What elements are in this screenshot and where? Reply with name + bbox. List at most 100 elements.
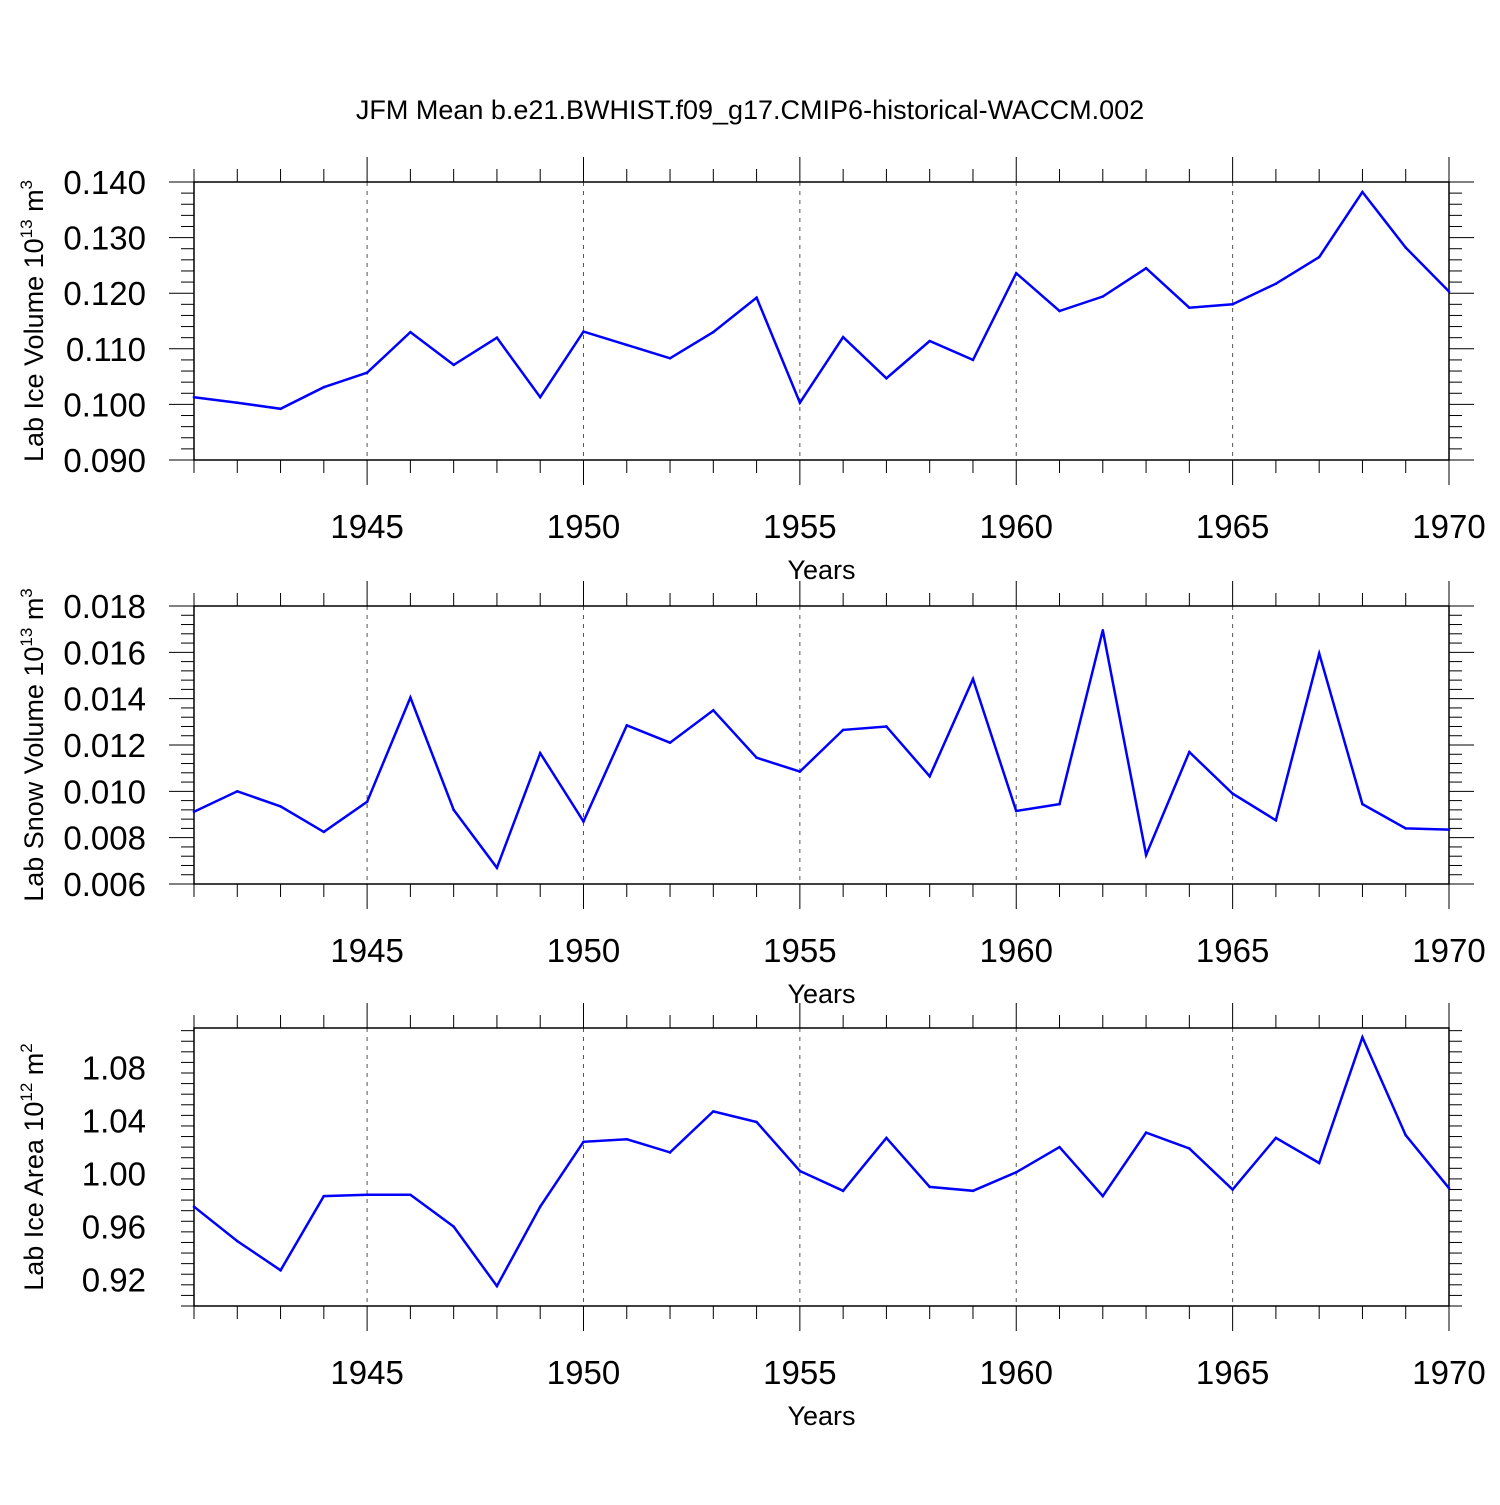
- data-point: [582, 820, 585, 823]
- data-point: [841, 1189, 845, 1193]
- data-point: [755, 756, 758, 760]
- data-point: [409, 330, 412, 334]
- data-point: [841, 335, 845, 339]
- data-point: [712, 330, 715, 334]
- data-point: [668, 1151, 672, 1154]
- data-point: [279, 407, 282, 411]
- y-tick-label: 1.04: [82, 1103, 146, 1140]
- data-point: [1404, 1133, 1408, 1137]
- data-point: [538, 751, 542, 755]
- data-point: [365, 1193, 369, 1197]
- data-point: [841, 728, 845, 732]
- x-tick-label: 1970: [1412, 932, 1485, 969]
- data-point: [1144, 266, 1148, 270]
- y-tick-label: 0.006: [63, 866, 146, 903]
- data-point: [755, 1120, 758, 1124]
- data-point: [625, 1137, 629, 1141]
- plot-frame: [193, 181, 1450, 461]
- y-axis-label-part: Lab Snow Volume 10: [19, 647, 49, 902]
- y-axis-label-superscript: 3: [17, 588, 36, 597]
- data-point: [1447, 828, 1451, 831]
- panel-1: 1945 1950 1955 1960 1965 1970 Years 0.090 0.100 0…: [17, 157, 1486, 585]
- data-point: [1144, 853, 1148, 857]
- x-tick-label: 1945: [330, 1354, 403, 1391]
- data-point: [885, 725, 888, 728]
- data-point: [755, 296, 758, 299]
- data-point: [495, 866, 499, 870]
- y-tick-label: 1.08: [82, 1050, 146, 1087]
- data-point: [1317, 255, 1321, 259]
- data-point: [928, 339, 931, 343]
- data-point: [582, 1140, 585, 1144]
- data-point: [1447, 1186, 1451, 1190]
- x-tick-label: 1945: [330, 932, 403, 969]
- y-axis-label: Lab Snow Volume 1013 m3: [17, 588, 49, 902]
- data-point: [1361, 802, 1364, 806]
- x-tick-label: 1960: [980, 1354, 1053, 1391]
- data-point: [365, 371, 369, 375]
- x-tick-label: 1970: [1412, 1354, 1485, 1391]
- y-axis-label-part: Lab Ice Area 10: [19, 1102, 49, 1291]
- data-point: [279, 1268, 282, 1272]
- data-point: [1361, 190, 1364, 194]
- x-axis-label: Years: [787, 555, 855, 585]
- y-axis-label: Lab Ice Area 1012 m2: [17, 1043, 49, 1291]
- data-point: [409, 1193, 412, 1197]
- data-point: [235, 1239, 239, 1243]
- data-point: [279, 805, 282, 808]
- data-point: [538, 395, 542, 399]
- data-point: [1014, 809, 1018, 813]
- x-tick-label: 1950: [547, 508, 620, 545]
- data-point: [1058, 802, 1061, 806]
- x-tick-label: 1955: [763, 932, 836, 969]
- y-tick-label: 0.110: [66, 331, 146, 368]
- data-point: [928, 1185, 931, 1189]
- y-axis-label-part: m: [19, 598, 49, 628]
- x-tick-label: 1955: [763, 1354, 836, 1391]
- y-axis-label-superscript: 13: [17, 219, 36, 238]
- series-line: [193, 629, 1450, 871]
- data-point: [235, 790, 239, 793]
- data-point: [495, 1284, 499, 1288]
- data-point: [1447, 290, 1451, 293]
- data-point: [365, 800, 369, 804]
- x-tick-label: 1955: [763, 508, 836, 545]
- data-point: [1014, 1170, 1018, 1174]
- plot-frame: [193, 605, 1450, 885]
- y-tick-label: 0.130: [63, 220, 146, 257]
- y-axis-label-superscript: 2: [17, 1043, 36, 1052]
- data-point: [192, 395, 196, 399]
- data-point: [1144, 1131, 1148, 1134]
- data-point: [798, 401, 802, 405]
- data-point: [1274, 1136, 1278, 1140]
- y-tick-label: 0.012: [63, 727, 146, 764]
- data-point: [1101, 629, 1105, 632]
- data-point: [1188, 750, 1191, 754]
- data-point: [192, 1205, 196, 1209]
- x-tick-label: 1965: [1196, 508, 1269, 545]
- data-point: [322, 385, 326, 389]
- data-point: [409, 696, 412, 699]
- data-point: [538, 1205, 542, 1209]
- x-tick-label: 1945: [330, 508, 403, 545]
- data-point: [452, 808, 455, 812]
- data-point: [1101, 295, 1105, 298]
- data-point: [798, 1169, 802, 1173]
- y-axis-label-part: m: [19, 1053, 49, 1083]
- y-tick-label: 0.090: [63, 442, 146, 479]
- series-line: [193, 1033, 1450, 1289]
- data-point: [1404, 246, 1408, 249]
- data-point: [1231, 1188, 1234, 1191]
- data-point: [1014, 271, 1018, 275]
- y-axis-label-superscript: 12: [17, 1083, 36, 1102]
- x-tick-label: 1965: [1196, 932, 1269, 969]
- x-axis-label: Years: [787, 1401, 855, 1431]
- data-point: [928, 774, 931, 778]
- plot-frame: [193, 1027, 1450, 1307]
- data-point: [582, 330, 585, 333]
- data-point: [1058, 309, 1061, 313]
- data-point: [971, 1189, 975, 1193]
- y-tick-label: 0.014: [63, 681, 146, 718]
- data-point: [712, 708, 715, 712]
